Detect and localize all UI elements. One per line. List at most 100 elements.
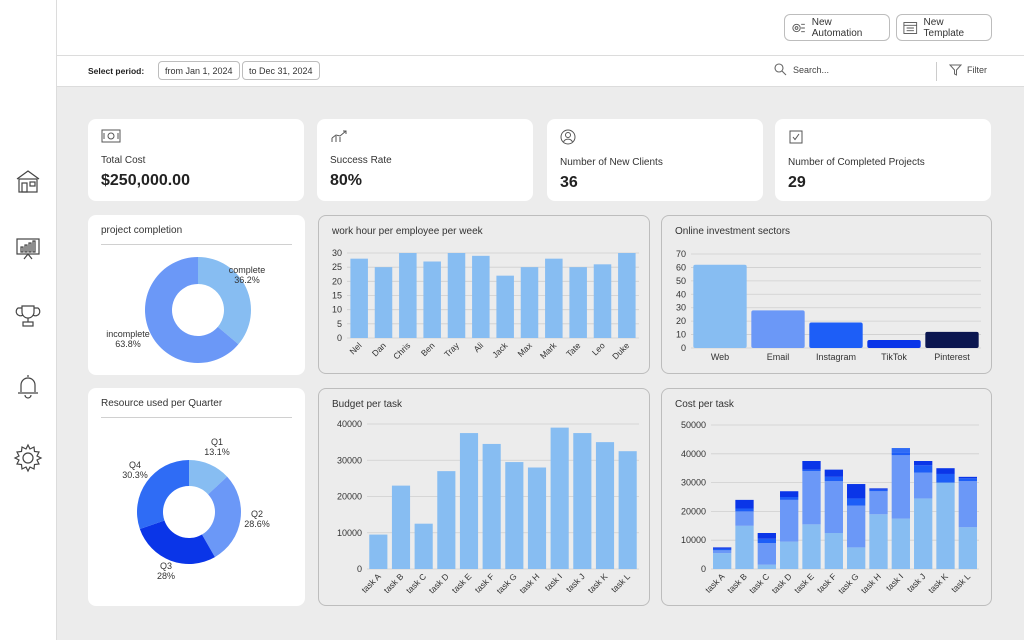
x-tick-label: task J <box>905 571 928 594</box>
bar <box>520 267 539 338</box>
y-tick-label: 0 <box>701 564 706 574</box>
sidebar <box>0 0 57 640</box>
filter-label: Filter <box>967 65 987 75</box>
x-tick-label: Duke <box>610 340 631 361</box>
y-tick-label: 0 <box>337 333 342 343</box>
y-tick-label: 40000 <box>681 449 706 459</box>
x-tick-label: task K <box>586 571 610 595</box>
slice-percent: 28% <box>157 571 175 581</box>
settings-icon[interactable] <box>12 442 44 474</box>
kpi-card-total-cost: Total Cost $250,000.00 <box>88 119 304 201</box>
x-tick-label: task D <box>427 571 451 595</box>
x-tick-label: task D <box>769 571 793 595</box>
x-tick-label: Jack <box>490 340 510 360</box>
bar-segment <box>780 491 799 497</box>
bar-segment <box>936 482 955 569</box>
y-tick-label: 5 <box>337 319 342 329</box>
card-title: project completion <box>101 225 183 236</box>
bar-segment <box>891 455 910 519</box>
new-template-button[interactable]: New Template <box>896 14 992 41</box>
pie-slice-q2 <box>201 476 241 558</box>
slice-label: incomplete <box>106 329 150 339</box>
y-tick-label: 70 <box>676 249 686 259</box>
new-automation-button[interactable]: New Automation <box>784 14 890 41</box>
bar-segment <box>735 511 754 526</box>
bar-segment <box>713 550 732 554</box>
bar <box>437 471 456 569</box>
y-tick-label: 15 <box>332 291 342 301</box>
y-tick-label: 50000 <box>681 420 706 430</box>
y-tick-label: 25 <box>332 262 342 272</box>
bar <box>867 339 921 348</box>
to-date-field[interactable]: to Dec 31, 2024 <box>242 61 320 80</box>
kpi-value: 36 <box>560 174 578 191</box>
filter-button[interactable]: Filter <box>949 64 987 76</box>
x-tick-label: task E <box>450 571 474 595</box>
y-tick-label: 0 <box>357 564 362 574</box>
bar <box>595 442 615 569</box>
bar-segment <box>735 499 754 509</box>
x-tick-label: task F <box>815 571 838 594</box>
bar-segment <box>713 553 732 569</box>
kpi-value: $250,000.00 <box>101 172 190 189</box>
work-hour-card: work hour per employee per week 0 5 10 15 20… <box>318 215 650 374</box>
bar-segment <box>757 543 776 565</box>
bar-segment <box>735 525 754 569</box>
top-bar: New Automation New Template <box>57 0 1024 56</box>
trophy-icon[interactable] <box>12 300 44 332</box>
home-icon[interactable] <box>12 165 44 197</box>
divider <box>101 244 292 245</box>
x-tick-label: Ben <box>419 340 437 358</box>
bar-segment <box>958 481 977 528</box>
x-tick-label: Nel <box>347 340 363 356</box>
x-tick-label: Email <box>767 352 790 362</box>
bar <box>545 258 563 338</box>
bell-icon[interactable] <box>12 370 44 402</box>
bar-segment <box>780 541 799 569</box>
x-tick-label: task G <box>836 571 860 595</box>
kpi-label: Total Cost <box>101 155 146 166</box>
y-tick-label: 10 <box>332 305 342 315</box>
bar-segment <box>869 491 888 515</box>
x-tick-label: Tray <box>442 340 461 359</box>
y-tick-label: 60 <box>676 262 686 272</box>
pie-slice-q3 <box>139 520 215 564</box>
new-automation-label: New Automation <box>811 16 863 39</box>
x-tick-label: task J <box>564 571 587 594</box>
y-tick-label: 30000 <box>337 455 362 465</box>
bar-segment <box>958 527 977 569</box>
x-tick-label: task L <box>609 571 632 594</box>
x-tick-label: task H <box>517 571 541 595</box>
x-tick-label: task H <box>859 571 883 595</box>
y-tick-label: 10000 <box>337 528 362 538</box>
slice-label: Q2 <box>251 509 263 519</box>
kpi-label: Number of New Clients <box>560 157 663 168</box>
x-tick-label: task G <box>494 571 518 595</box>
bar-segment <box>757 538 776 544</box>
bar <box>414 523 433 569</box>
bar <box>569 267 587 338</box>
search-input[interactable]: Search... <box>793 64 830 75</box>
bar-segment <box>869 489 888 492</box>
bar-segment <box>802 461 821 470</box>
bar-segment <box>780 499 799 542</box>
bar-segment <box>847 498 866 506</box>
period-label: Select period: <box>88 66 145 76</box>
work-hour-chart: 0 5 10 15 20 25 30 Nel Dan Chris Ben Tray Ali Jack Max… <box>332 248 639 361</box>
user-icon <box>560 129 576 145</box>
x-tick-label: task C <box>747 571 771 595</box>
y-tick-label: 50 <box>676 276 686 286</box>
kpi-card-new-clients: Number of New Clients 36 <box>547 119 763 201</box>
bar <box>550 427 569 569</box>
x-tick-label: Dan <box>370 340 388 358</box>
bar-segment <box>958 478 977 482</box>
slice-percent: 13.1% <box>204 447 230 457</box>
analytics-icon[interactable] <box>12 232 44 264</box>
y-tick-label: 0 <box>681 343 686 353</box>
kpi-card-success-rate: Success Rate 80% <box>317 119 533 201</box>
from-date-field[interactable]: from Jan 1, 2024 <box>158 61 240 80</box>
pie-slice-q4 <box>136 460 189 529</box>
bar-segment <box>914 498 933 569</box>
search-box[interactable]: Search... <box>774 63 829 76</box>
bar <box>593 264 612 338</box>
